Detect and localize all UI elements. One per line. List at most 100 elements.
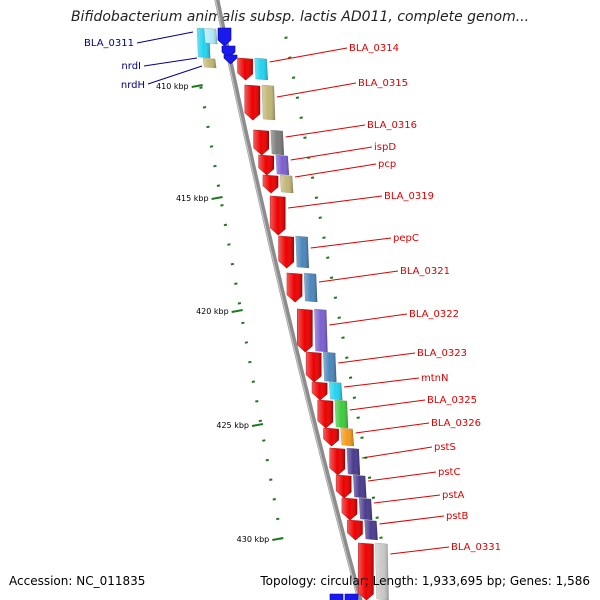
label-connector-forward — [349, 399, 426, 411]
genome-backbone-highlight — [214, 0, 360, 600]
scale-tick — [265, 458, 269, 462]
scale-tick — [199, 86, 203, 89]
cds-arrow-forward-shading — [336, 475, 352, 498]
gene-label-forward: ispD — [374, 142, 396, 153]
label-connector-reverse — [136, 31, 194, 44]
cds-arrow-forward-shading — [323, 428, 339, 446]
position-tick — [303, 136, 307, 139]
scale-label: 430 kbp — [237, 535, 270, 544]
gene-label-forward: pstC — [438, 467, 460, 478]
scale-tick — [237, 302, 242, 305]
scale-tick — [258, 419, 263, 423]
scale-tick — [230, 262, 235, 266]
position-tick — [295, 96, 300, 99]
cds-arrow-forward-shading — [329, 448, 345, 475]
label-connector-forward — [318, 270, 399, 283]
cds-arrow-forward-shading — [347, 520, 363, 540]
cds-arrow-forward-shading — [244, 85, 260, 120]
gene-label-forward: BLA_0315 — [358, 78, 408, 89]
position-tick — [348, 376, 353, 379]
position-tick — [307, 156, 311, 159]
gene-label-forward: pstS — [434, 442, 456, 453]
gene-label-forward: BLA_0322 — [409, 309, 459, 320]
scale-major-tick — [272, 537, 284, 541]
position-tick — [333, 296, 338, 299]
cog-box-reverse-shading — [204, 28, 218, 44]
gene-label-forward: BLA_0325 — [427, 395, 477, 406]
label-connector-forward — [294, 163, 377, 178]
scale-major-tick — [251, 423, 264, 427]
label-connector-forward — [355, 422, 430, 434]
scale-major-tick — [231, 309, 243, 313]
cog-box-forward-shading — [304, 273, 318, 302]
label-connector-forward — [373, 494, 441, 504]
scale-tick — [227, 243, 231, 246]
gene-label-forward: BLA_0326 — [431, 418, 481, 429]
cds-arrow-forward-shading — [317, 400, 333, 428]
label-connector-forward — [269, 47, 348, 63]
scale-tick — [234, 282, 238, 285]
genome-backbone — [214, 0, 363, 600]
position-tick — [288, 56, 292, 59]
position-tick — [299, 116, 303, 119]
gene-label-forward: pstA — [442, 490, 464, 501]
scale-tick — [206, 125, 210, 129]
gene-label-reverse: nrdH — [121, 80, 145, 91]
cds-arrow-forward-shading — [297, 309, 313, 352]
position-tick — [375, 516, 379, 519]
position-tick — [371, 496, 376, 499]
cds-arrow-forward-shading — [237, 58, 253, 80]
cog-box-reverse-shading — [203, 58, 217, 68]
label-connector-forward — [288, 195, 383, 209]
position-tick — [352, 396, 357, 399]
position-tick — [314, 196, 319, 199]
scale-tick — [202, 106, 207, 109]
scale-label: 410 kbp — [156, 82, 189, 91]
scale-tick — [262, 439, 266, 442]
position-tick — [341, 336, 345, 339]
cog-box-forward-shading — [340, 428, 354, 446]
label-connector-forward — [390, 546, 450, 555]
label-connector-reverse — [143, 57, 198, 67]
gene-label-forward: BLA_0316 — [367, 120, 417, 131]
gene-label-forward: BLA_0319 — [384, 191, 434, 202]
map-title: Bifidobacterium animalis subsp. lactis A… — [70, 9, 530, 25]
position-tick — [310, 176, 315, 179]
position-tick — [284, 36, 288, 39]
scale-label: 425 kbp — [216, 421, 249, 430]
cds-arrow-forward-shading — [287, 273, 303, 302]
cds-arrow-forward-shading — [358, 543, 374, 600]
gene-label-forward: pcp — [378, 159, 396, 170]
label-connector-forward — [285, 124, 366, 138]
cds-arrow-reverse — [217, 27, 232, 47]
cds-arrow-forward-shading — [253, 130, 269, 155]
position-tick — [360, 436, 364, 439]
scale-tick — [216, 184, 221, 187]
gene-label-reverse: nrdI — [121, 61, 141, 72]
cds-arrow-reverse — [344, 593, 359, 600]
scale-major-tick — [211, 196, 223, 200]
cds-arrow-forward-shading — [278, 236, 294, 268]
scale-tick — [248, 360, 252, 364]
position-tick — [329, 276, 334, 279]
gene-label-forward: BLA_0321 — [400, 266, 450, 277]
cog-box-forward-shading — [353, 475, 367, 498]
cds-arrow-forward-shading — [270, 196, 286, 235]
cog-box-forward-shading — [280, 175, 294, 193]
gene-label-forward: pepC — [393, 233, 419, 244]
cds-arrow-reverse — [329, 593, 344, 600]
cog-box-forward-shading — [329, 382, 343, 400]
cds-arrow-forward-shading — [258, 155, 274, 175]
label-connector-forward — [379, 515, 445, 525]
scale-tick — [255, 400, 259, 403]
cog-box-forward-shading — [254, 58, 268, 80]
position-tick — [326, 256, 330, 259]
scale-tick — [269, 478, 273, 481]
scale-tick — [223, 223, 228, 227]
position-tick — [379, 536, 383, 539]
cds-arrow-forward-shading — [312, 382, 328, 400]
scale-tick — [209, 145, 214, 148]
position-tick — [318, 216, 322, 219]
cog-box-forward-shading — [323, 352, 337, 382]
